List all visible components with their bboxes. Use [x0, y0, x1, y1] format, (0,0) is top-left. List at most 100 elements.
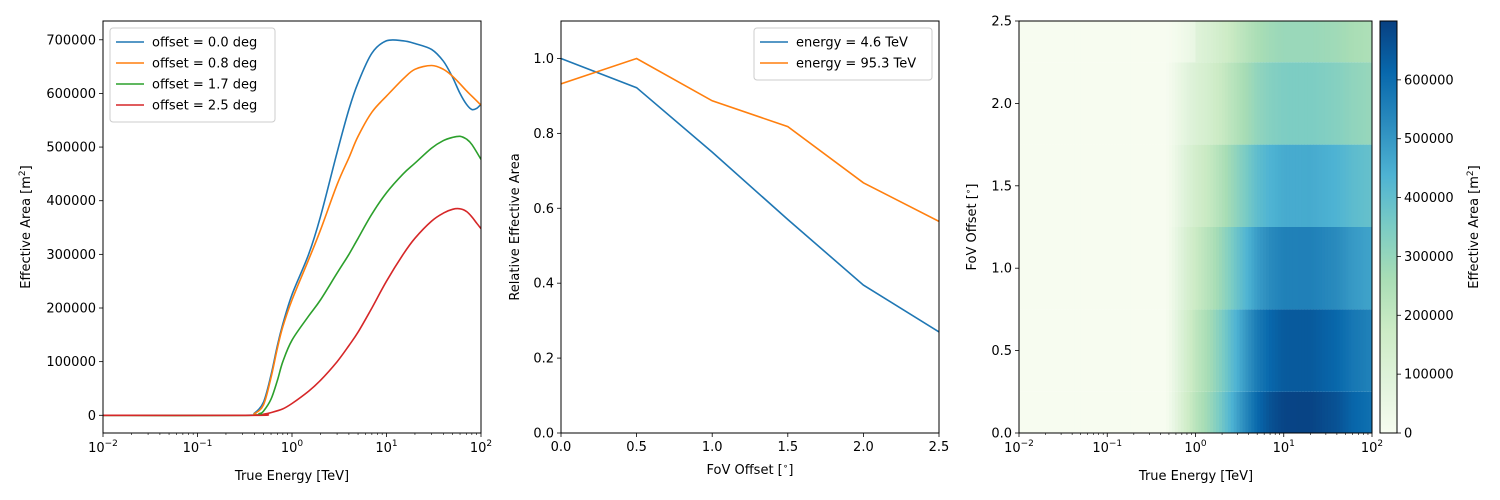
heatmap-cell: [1127, 227, 1132, 310]
heatmap-cell: [1148, 144, 1152, 227]
heatmap-cell: [1121, 391, 1126, 433]
heatmap-cell: [1316, 144, 1320, 227]
heatmap-cell: [1216, 309, 1220, 392]
series-lines: [561, 57, 939, 333]
heatmap-cell: [1292, 62, 1297, 145]
heatmap-cell: [1213, 144, 1217, 227]
heatmap-cell: [1216, 227, 1220, 310]
heatmap-cell: [1298, 309, 1302, 392]
heatmap-cell: [1177, 144, 1182, 227]
heatmap-cell: [1136, 144, 1141, 227]
heatmap-cell: [1271, 227, 1276, 310]
heatmap-cell: [1027, 391, 1032, 433]
heatmap-cell: [1213, 21, 1217, 63]
heatmap-cell: [1363, 227, 1367, 310]
heatmap-cell: [1121, 62, 1126, 145]
heatmap-cell: [1310, 144, 1314, 227]
heatmap-cell: [1083, 391, 1088, 433]
heatmap-cell: [1295, 62, 1300, 145]
heatmap-cell: [1174, 391, 1179, 433]
heatmap-cell: [1154, 62, 1158, 145]
heatmap-cell: [1057, 391, 1061, 433]
heatmap-cell: [1036, 227, 1041, 310]
heatmap-cell: [1180, 391, 1185, 433]
heatmap-cell: [1133, 62, 1138, 145]
y-tick-label: 0.0: [991, 427, 1012, 442]
heatmap-cell: [1098, 21, 1102, 63]
heatmap-cell: [1336, 391, 1341, 433]
heatmap-cell: [1019, 62, 1023, 145]
heatmap-cell: [1354, 144, 1358, 227]
heatmap-cell: [1107, 21, 1111, 63]
heatmap-cell: [1157, 144, 1161, 227]
heatmap-cell: [1086, 391, 1091, 433]
heatmap-cell: [1233, 62, 1238, 145]
heatmap-cell: [1339, 309, 1344, 392]
heatmap-cell: [1298, 391, 1302, 433]
heatmap-cell: [1204, 21, 1208, 63]
heatmap-cell: [1248, 144, 1252, 227]
heatmap-cell: [1292, 391, 1297, 433]
heatmap-cell: [1086, 62, 1091, 145]
heatmap-cell: [1104, 144, 1108, 227]
heatmap-cell: [1354, 21, 1358, 63]
heatmap-cell: [1148, 309, 1152, 392]
heatmap-cell: [1113, 309, 1117, 392]
heatmap-cell: [1251, 144, 1255, 227]
heatmap-cell: [1327, 309, 1332, 392]
heatmap-cell: [1095, 391, 1100, 433]
heatmap-cell: [1321, 62, 1326, 145]
heatmap-cell: [1077, 21, 1082, 63]
heatmap-cell: [1030, 309, 1035, 392]
heatmap-cell: [1060, 391, 1064, 433]
heatmap-cell: [1236, 144, 1241, 227]
heatmap-cell: [1151, 309, 1155, 392]
heatmap-cell: [1321, 391, 1326, 433]
heatmap-cell: [1336, 309, 1341, 392]
heatmap-cell: [1021, 227, 1026, 310]
heatmap-cell: [1310, 391, 1314, 433]
heatmap-cell: [1024, 309, 1029, 392]
heatmap-cell: [1245, 309, 1250, 392]
heatmap-cell: [1133, 309, 1138, 392]
heatmap-cell: [1071, 309, 1076, 392]
heatmap-cell: [1127, 21, 1132, 63]
heatmap-cell: [1057, 62, 1061, 145]
heatmap-cell: [1310, 21, 1314, 63]
heatmap-cell: [1274, 309, 1279, 392]
heatmap-cell: [1163, 227, 1167, 310]
heatmap-cell: [1213, 62, 1217, 145]
heatmap-cell: [1054, 309, 1058, 392]
heatmap-cell: [1069, 227, 1073, 310]
heatmap-cell: [1127, 62, 1132, 145]
heatmap-cell: [1110, 309, 1114, 392]
heatmap-cell: [1336, 144, 1341, 227]
heatmap-cell: [1024, 144, 1029, 227]
heatmap-cell: [1024, 62, 1029, 145]
heatmap-cell: [1271, 144, 1276, 227]
heatmap-cell: [1086, 144, 1091, 227]
heatmap-cell: [1171, 144, 1176, 227]
heatmap-cell: [1201, 227, 1205, 310]
heatmap-cell: [1210, 309, 1214, 392]
legend: energy = 4.6 TeV energy = 95.3 TeV: [753, 27, 933, 81]
heatmap-cell: [1198, 309, 1202, 392]
heatmap-cell: [1221, 21, 1226, 63]
heatmap-cell: [1145, 309, 1150, 392]
heatmap-cell: [1104, 62, 1108, 145]
heatmap-cell: [1204, 391, 1208, 433]
heatmap-cell: [1133, 144, 1138, 227]
heatmap-cell: [1366, 21, 1370, 63]
heatmap-cell: [1324, 62, 1329, 145]
heatmap-cell: [1236, 391, 1241, 433]
heatmap-cell: [1127, 391, 1132, 433]
heatmap-cell: [1274, 391, 1279, 433]
heatmap-cell: [1295, 227, 1300, 310]
heatmap-cell: [1021, 62, 1026, 145]
y-tick-label: 0: [88, 409, 96, 424]
heatmap-cell: [1033, 227, 1038, 310]
heatmap-cell: [1169, 309, 1173, 392]
heatmap-cell: [1369, 309, 1372, 392]
heatmap-cell: [1121, 144, 1126, 227]
heatmap-cell: [1251, 391, 1255, 433]
